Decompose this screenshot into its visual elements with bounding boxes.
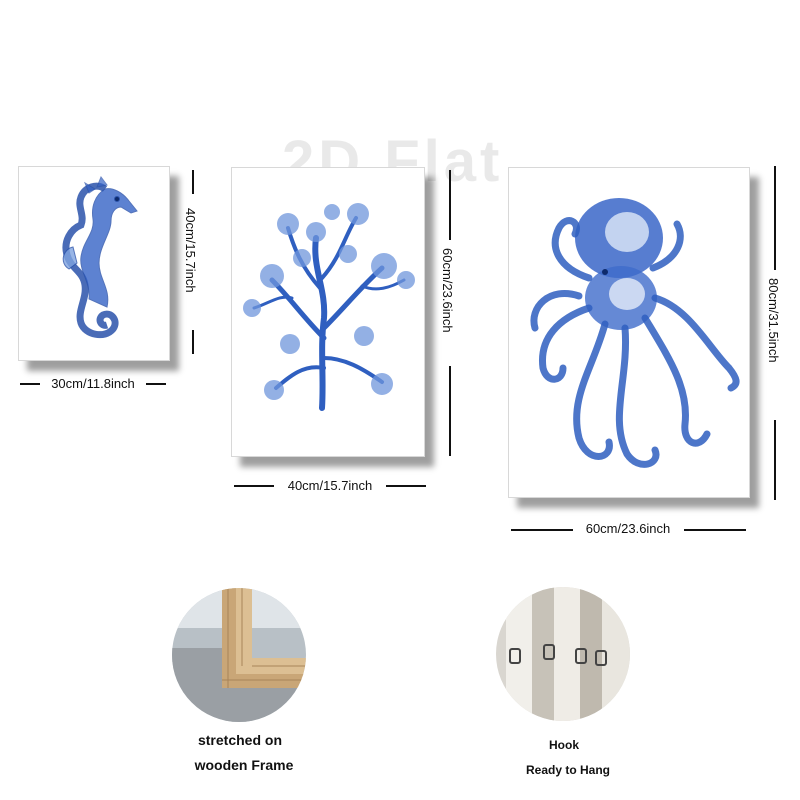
coral-illustration: [243, 203, 415, 411]
octopus-height-line-bottom: [774, 420, 776, 500]
coral-height-line-bottom: [449, 366, 451, 456]
coral-width-label: 40cm/15.7inch: [287, 478, 373, 493]
octopus-width-line-left: [511, 529, 573, 531]
coral-print: [231, 167, 425, 457]
seahorse-height-line-top: [192, 170, 194, 194]
wooden-frame-caption-line2: wooden Frame: [194, 757, 294, 773]
octopus-height-label: 80cm/31.5inch: [766, 278, 781, 363]
coral-height-line-top: [449, 170, 451, 240]
seahorse-width-line-right: [146, 383, 166, 385]
coral-width-line-right: [386, 485, 426, 487]
seahorse-illustration: [62, 175, 138, 339]
coral-width-line-left: [234, 485, 274, 487]
hook-image: [496, 587, 630, 721]
octopus-illustration: [530, 198, 740, 468]
seahorse-width-label: 30cm/11.8inch: [51, 376, 135, 391]
octopus-height-line-top: [774, 166, 776, 270]
wooden-frame-corner-image: [172, 588, 306, 722]
seahorse-height-label: 40cm/15.7inch: [183, 208, 198, 293]
seahorse-width-line-left: [20, 383, 40, 385]
wooden-frame-photo: [172, 588, 306, 722]
coral-height-label: 60cm/23.6inch: [440, 248, 455, 333]
seahorse-print: [18, 166, 170, 361]
hook-caption-line1: Hook: [549, 738, 579, 752]
octopus-width-line-right: [684, 529, 746, 531]
octopus-width-label: 60cm/23.6inch: [585, 521, 671, 536]
hook-photo: [496, 587, 630, 721]
hook-caption-line2: Ready to Hang: [525, 763, 610, 777]
wooden-frame-caption-line1: stretched on: [197, 732, 282, 748]
octopus-print: [508, 167, 750, 498]
seahorse-height-line-bottom: [192, 330, 194, 354]
